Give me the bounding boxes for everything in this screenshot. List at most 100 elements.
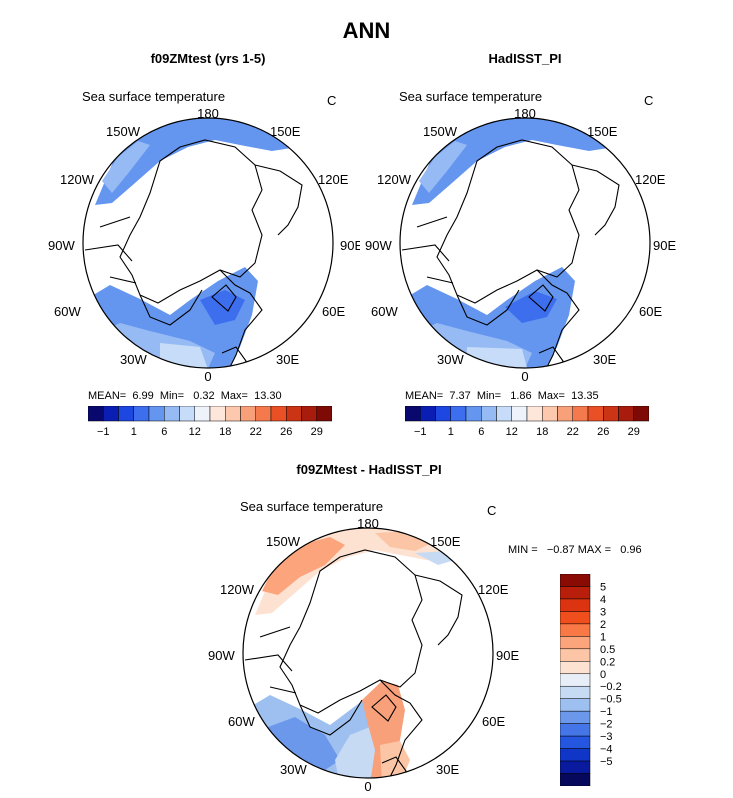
colorbar-tick-label: 1 [131, 426, 137, 438]
lon-label-120e: 120E [318, 172, 349, 187]
colorbar-tick-label: 29 [311, 426, 323, 438]
atlantic-warmest-band [465, 347, 529, 368]
colorbar-tick-label: 26 [280, 426, 292, 438]
lon-label-0: 0 [521, 369, 528, 384]
colorbar-tick-label: 0 [600, 669, 606, 681]
lon-label-60w: 60W [371, 304, 398, 319]
colorbar-tick-label: 12 [189, 426, 201, 438]
colorbar-swatch [526, 406, 543, 422]
colorbar-swatch [560, 748, 591, 762]
colorbar-swatch [587, 406, 604, 422]
colorbar-tick-label: −4 [600, 744, 613, 756]
colorbar-tick-label: 22 [567, 426, 579, 438]
lon-label-60e: 60E [639, 304, 662, 319]
colorbar-tick-label: 5 [600, 581, 606, 593]
colorbar-swatch [560, 723, 591, 737]
colorbar-swatch [560, 710, 591, 724]
colorbar-swatch [164, 406, 180, 422]
colorbar-tick-label: 4 [600, 594, 606, 606]
lon-label-90w: 90W [48, 238, 75, 253]
panel3-stats: MIN = −0.87 MAX = 0.96 [508, 544, 642, 556]
colorbar-swatch [618, 406, 634, 422]
norwegian-sea-cold [200, 290, 245, 325]
colorbar-tick-label: 18 [219, 426, 231, 438]
panel3-map: Sea surface temperature C 180 150E 120E … [208, 499, 519, 794]
colorbar-swatch [560, 636, 591, 650]
colorbar-swatch [560, 661, 591, 675]
lon-label-180: 180 [357, 516, 379, 531]
colorbar-swatch [511, 406, 528, 422]
colorbar-tick-label: −0.2 [600, 681, 622, 693]
lon-label-180: 180 [514, 106, 536, 121]
colorbar-swatch [560, 611, 591, 625]
lon-label-150w: 150W [106, 124, 141, 139]
field-label: Sea surface temperature [399, 89, 542, 104]
lon-label-90w: 90W [365, 238, 392, 253]
colorbar-tick-label: 6 [478, 426, 484, 438]
colorbar-swatch [560, 685, 591, 699]
colorbar-swatch [603, 406, 619, 422]
colorbar-tick-label: −1 [600, 706, 613, 718]
pacific-warm-anomaly [262, 537, 345, 595]
coastlines [84, 139, 303, 368]
coastlines [401, 139, 620, 368]
lon-label-150w: 150W [423, 124, 458, 139]
colorbar-tick-label: 6 [161, 426, 167, 438]
colorbar-tick-label: −3 [600, 731, 613, 743]
panel2-map: Sea surface temperature C 180 150E 120E … [365, 89, 676, 384]
colorbar-swatch [118, 406, 134, 422]
colorbar-swatch [103, 406, 119, 422]
colorbar-tick-label: −5 [600, 756, 613, 768]
lon-label-150e: 150E [430, 534, 461, 549]
colorbar-swatch [560, 574, 591, 587]
colorbar-tick-label: −1 [97, 426, 110, 438]
colorbar-swatch [465, 406, 482, 422]
lon-label-150e: 150E [587, 124, 618, 139]
colorbar-tick-label: 3 [600, 606, 606, 618]
colorbar-swatch [560, 586, 591, 600]
colorbar-swatch [225, 406, 241, 422]
panel1-stats: MEAN= 6.99 Min= 0.32 Max= 13.30 [88, 390, 282, 402]
colorbar-swatch [633, 406, 649, 422]
colorbar-tick-label: 18 [536, 426, 548, 438]
colorbar-tick-label: 26 [597, 426, 609, 438]
colorbar-tick-label: 1 [600, 631, 606, 643]
lon-label-60e: 60E [482, 714, 505, 729]
panel2-stats: MEAN= 7.37 Min= 1.86 Max= 13.35 [405, 390, 599, 402]
colorbar-tick-label: −1 [414, 426, 427, 438]
lon-label-0: 0 [364, 779, 371, 794]
colorbar-swatch [179, 406, 195, 422]
colorbar-swatch [496, 406, 512, 422]
colorbar-swatch [435, 406, 451, 422]
norwegian-sea-cold [505, 291, 557, 323]
colorbar-swatch [420, 406, 436, 422]
lon-label-60w: 60W [54, 304, 81, 319]
lon-label-30w: 30W [437, 352, 464, 367]
colorbar-swatch [194, 406, 211, 422]
units-label: C [644, 93, 653, 108]
lon-label-90e: 90E [496, 648, 519, 663]
colorbar-swatch [286, 406, 302, 422]
lon-label-120e: 120E [635, 172, 666, 187]
lon-label-120w: 120W [220, 582, 255, 597]
colorbar-swatch [270, 406, 287, 422]
coastlines [244, 549, 463, 778]
panel1-colorbar: −1 1 6 12 18 22 26 29 [88, 406, 332, 438]
colorbar-swatch [209, 406, 226, 422]
colorbar-swatch [542, 406, 558, 422]
colorbar-swatch [560, 773, 591, 786]
field-label: Sea surface temperature [82, 89, 225, 104]
lon-label-150e: 150E [270, 124, 301, 139]
lon-label-30e: 30E [436, 762, 459, 777]
colorbar-tick-label: −2 [600, 719, 613, 731]
lon-label-90w: 90W [208, 648, 235, 663]
pacific-warm-patch [102, 141, 150, 193]
lon-label-90e: 90E [653, 238, 676, 253]
colorbar-swatch [481, 406, 497, 422]
colorbar-swatch [557, 406, 573, 422]
field-label: Sea surface temperature [240, 499, 383, 514]
lon-label-30w: 30W [120, 352, 147, 367]
colorbar-tick-label: 29 [628, 426, 640, 438]
lon-label-30w: 30W [280, 762, 307, 777]
